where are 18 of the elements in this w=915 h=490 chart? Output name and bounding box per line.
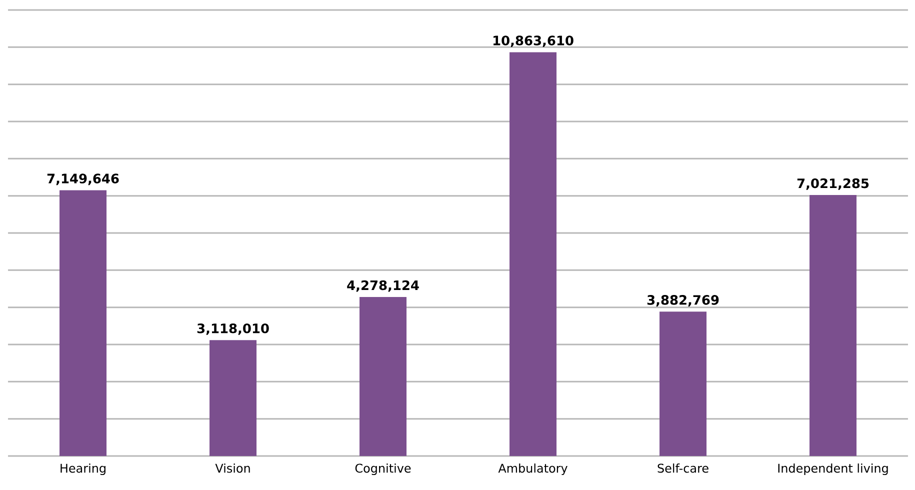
data-label: 7,149,646 <box>47 174 119 186</box>
data-label: 3,118,010 <box>197 323 269 335</box>
bar <box>210 340 257 456</box>
bar <box>510 52 557 456</box>
data-label: 10,863,610 <box>494 36 574 48</box>
bar <box>660 312 707 456</box>
data-label: 3,882,769 <box>647 295 719 306</box>
data-label: 4,278,124 <box>347 280 419 292</box>
bar <box>360 296 407 456</box>
x-tick-label: Hearing <box>60 463 106 476</box>
x-tick-label: Cognitive <box>355 463 411 476</box>
bar <box>60 190 107 456</box>
bar <box>810 195 857 456</box>
x-tick-label: Vision <box>215 463 250 473</box>
x-tick-label: Self-care <box>658 463 708 473</box>
x-tick-label: Independent living <box>778 463 888 476</box>
data-label: 7,021,285 <box>797 178 869 190</box>
x-tick-label: Ambulatory <box>498 463 568 476</box>
